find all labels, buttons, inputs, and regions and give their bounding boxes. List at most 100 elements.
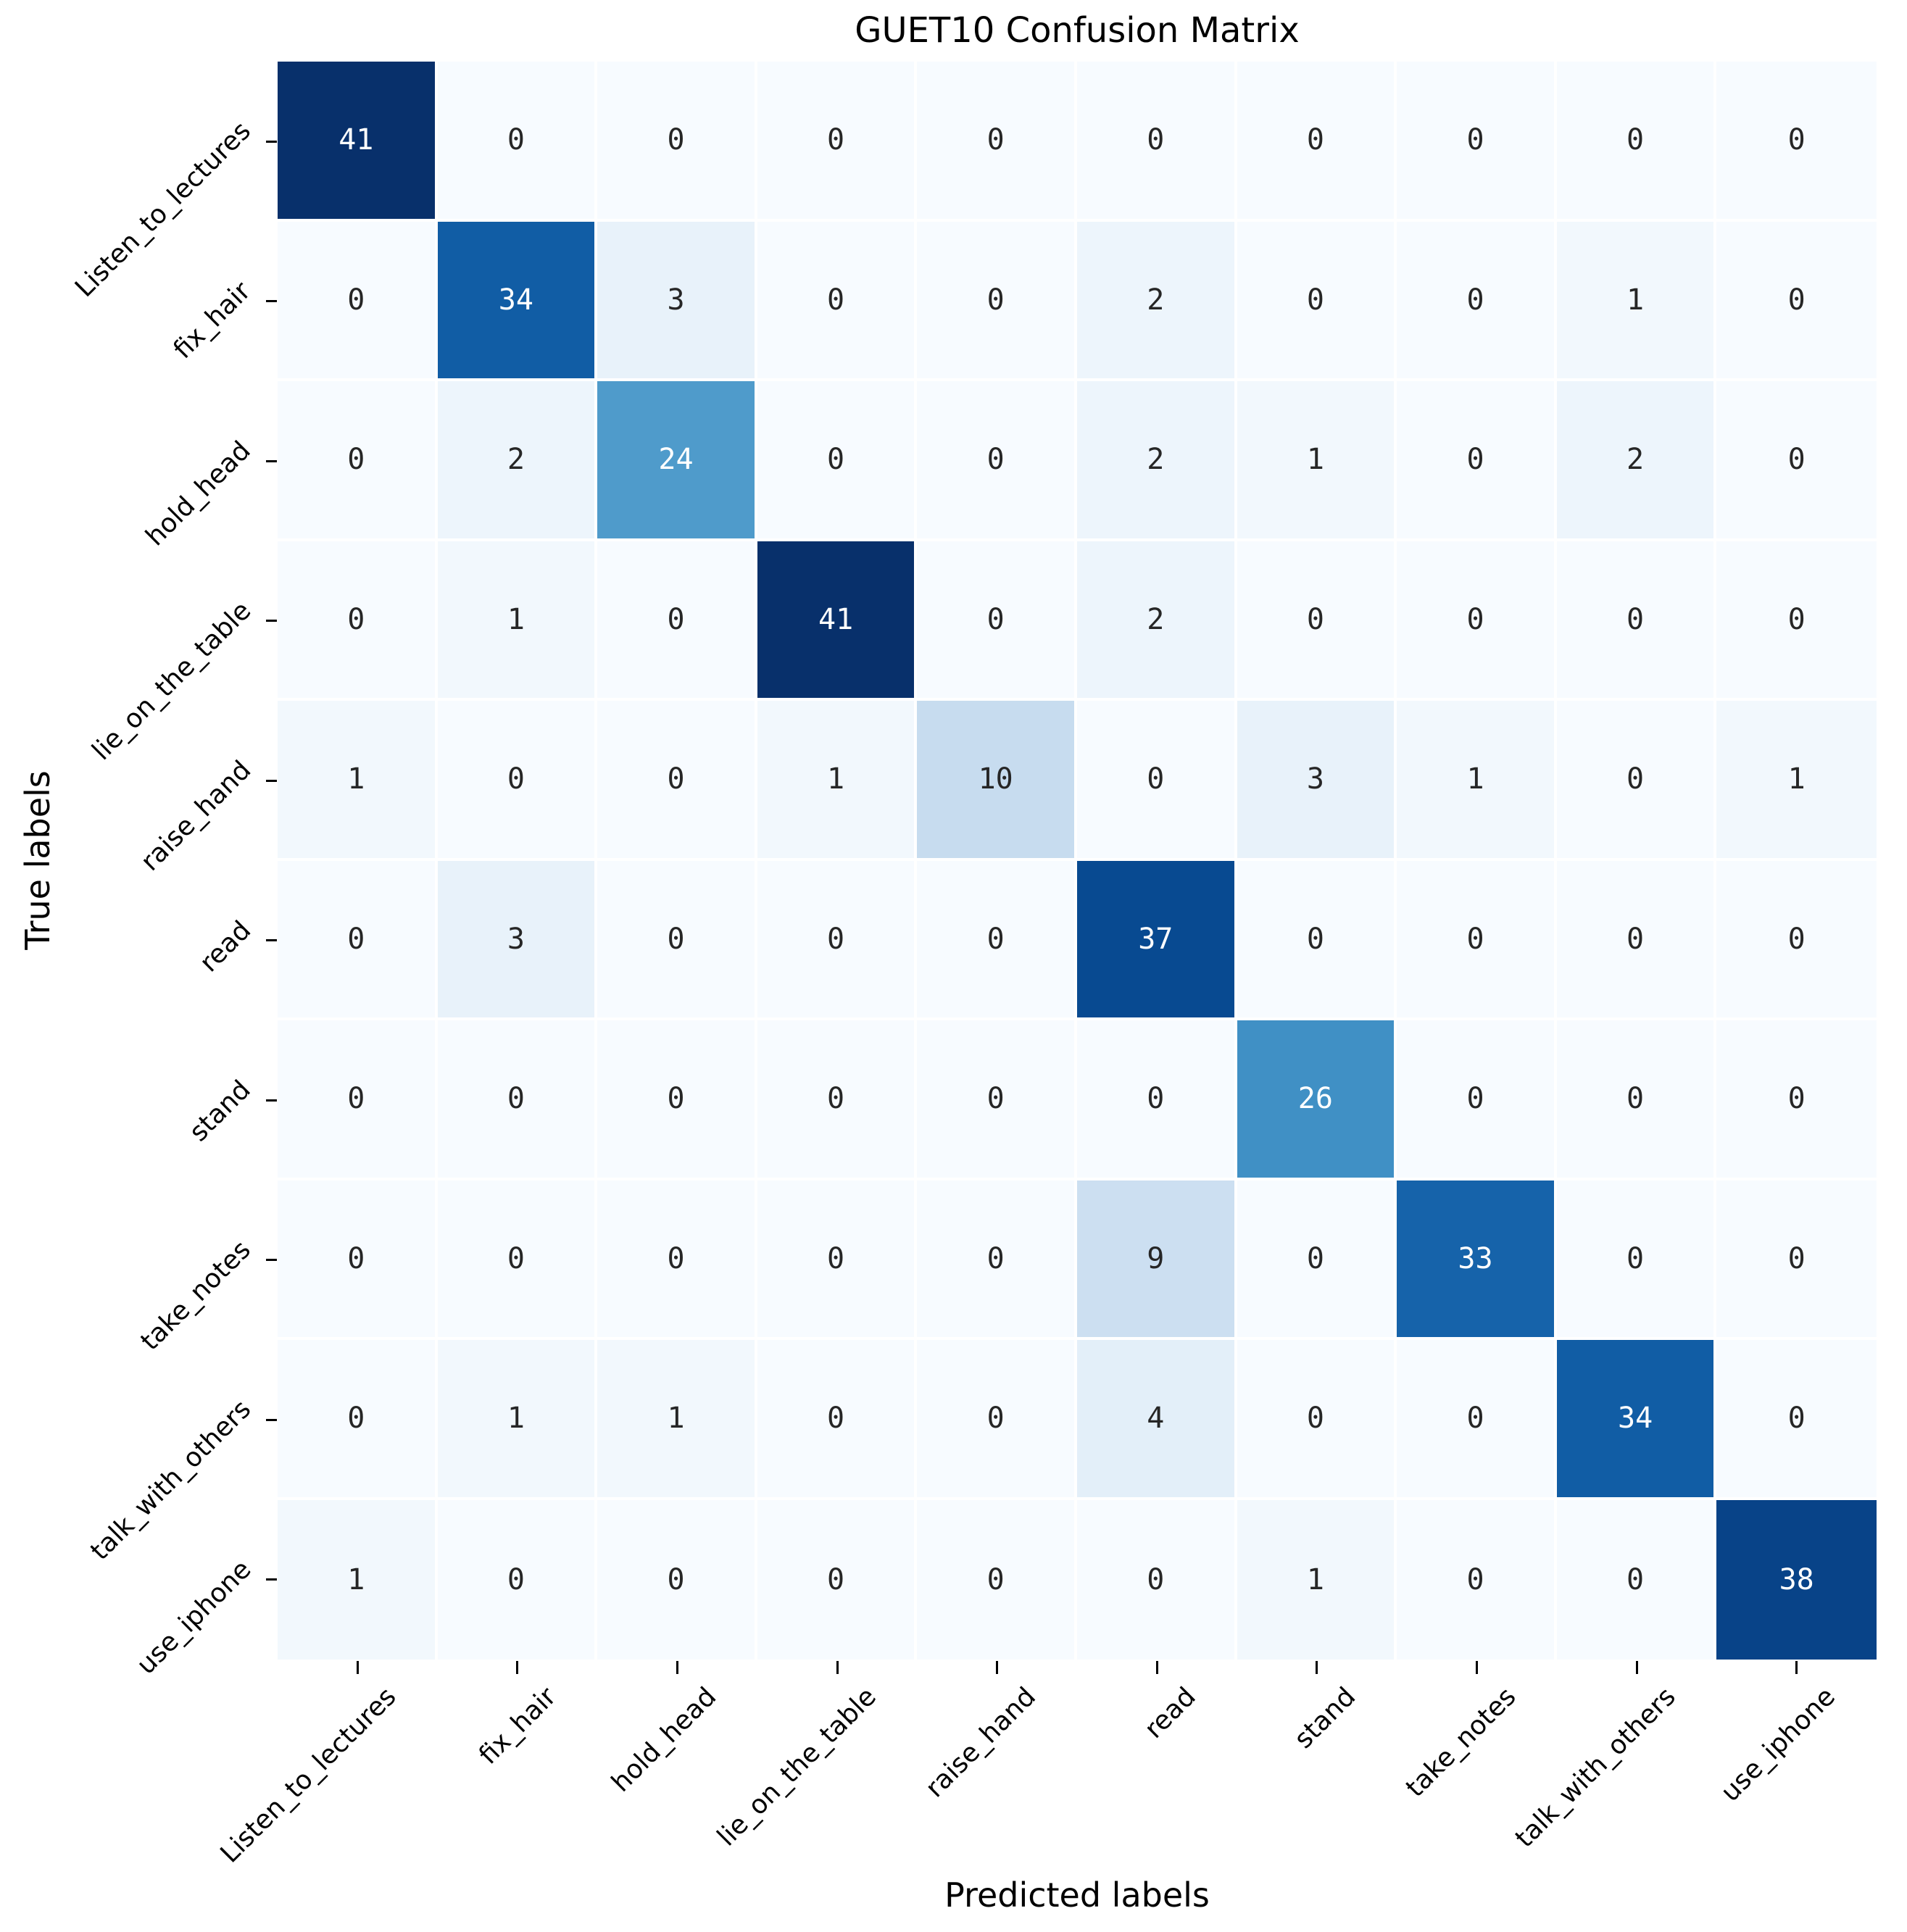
heatmap-cell: 10 <box>917 701 1074 858</box>
heatmap-cell: 0 <box>1397 221 1554 378</box>
heatmap-cell: 0 <box>1397 1340 1554 1497</box>
heatmap-cell: 0 <box>757 860 915 1017</box>
heatmap-cell: 0 <box>917 1340 1074 1497</box>
heatmap-grid: 41 0 0 0 0 0 0 0 0 0 0 34 3 0 0 2 0 0 1 0 0 2 24 0 0 2 1 0 2 0 0 1 0 41 0 2… <box>278 62 1877 1660</box>
x-tick-mark <box>836 1661 839 1674</box>
heatmap-cell: 0 <box>597 1020 755 1178</box>
x-tick-label: fix_hair <box>473 1681 562 1770</box>
heatmap-cell: 2 <box>1556 381 1714 538</box>
heatmap-cell: 0 <box>1556 62 1714 219</box>
heatmap-cell: 0 <box>597 62 755 219</box>
x-tick-mark <box>1476 1661 1478 1674</box>
heatmap-cell: 0 <box>278 381 435 538</box>
cell-value: 37 <box>1138 922 1173 956</box>
cell-value: 1 <box>1306 443 1324 477</box>
cell-value: 0 <box>347 1082 365 1116</box>
cell-value: 10 <box>978 762 1013 796</box>
heatmap-cell: 37 <box>1077 860 1234 1017</box>
cell-value: 38 <box>1779 1562 1814 1596</box>
cell-value: 0 <box>1147 1562 1165 1596</box>
x-tick-mark <box>516 1661 519 1674</box>
x-tick-mark <box>1155 1661 1158 1674</box>
heatmap-cell: 34 <box>1556 1340 1714 1497</box>
heatmap-cell: 26 <box>1237 1020 1395 1178</box>
y-tick-mark <box>266 1418 277 1421</box>
cell-value: 24 <box>658 443 694 477</box>
cell-value: 0 <box>507 1082 525 1116</box>
heatmap-cell: 0 <box>757 1499 915 1660</box>
heatmap-cell: 1 <box>1237 381 1395 538</box>
cell-value: 1 <box>1787 762 1806 796</box>
heatmap-cell: 0 <box>1237 62 1395 219</box>
heatmap-cell: 1 <box>437 541 595 698</box>
cell-value: 0 <box>1147 762 1165 796</box>
cell-value: 0 <box>1626 762 1645 796</box>
heatmap-cell: 0 <box>917 1499 1074 1660</box>
cell-value: 0 <box>986 1082 1005 1116</box>
cell-value: 0 <box>1626 123 1645 157</box>
heatmap-cell: 0 <box>437 1020 595 1178</box>
cell-value: 0 <box>347 1241 365 1275</box>
cell-value: 9 <box>1147 1241 1165 1275</box>
x-tick-mark <box>676 1661 678 1674</box>
heatmap-cell: 4 <box>1077 1340 1234 1497</box>
heatmap-cell: 1 <box>1556 221 1714 378</box>
heatmap-cell: 3 <box>437 860 595 1017</box>
x-tick-label: raise_hand <box>920 1681 1042 1804</box>
heatmap-cell: 0 <box>1556 1020 1714 1178</box>
heatmap-cell: 0 <box>1077 701 1234 858</box>
y-tick-label: lie_on_the_table <box>86 595 257 766</box>
cell-value: 1 <box>347 1562 365 1596</box>
cell-value: 0 <box>1626 602 1645 636</box>
x-tick-mark <box>1316 1661 1318 1674</box>
cell-value: 3 <box>1306 762 1324 796</box>
cell-value: 4 <box>1147 1402 1165 1436</box>
heatmap-cell: 1 <box>437 1340 595 1497</box>
cell-value: 0 <box>827 922 845 956</box>
cell-value: 0 <box>667 1562 685 1596</box>
y-tick-mark <box>266 620 277 623</box>
heatmap-cell: 38 <box>1716 1499 1877 1660</box>
heatmap-cell: 0 <box>597 541 755 698</box>
x-tick-label: take_notes <box>1400 1681 1522 1804</box>
heatmap-cell: 0 <box>1077 1499 1234 1660</box>
heatmap-cell: 0 <box>917 860 1074 1017</box>
cell-value: 0 <box>1306 1402 1324 1436</box>
heatmap-cell: 0 <box>1556 860 1714 1017</box>
heatmap-cell: 0 <box>1077 1020 1234 1178</box>
cell-value: 0 <box>667 123 685 157</box>
cell-value: 0 <box>1787 443 1806 477</box>
cell-value: 0 <box>667 602 685 636</box>
y-tick-label: raise_hand <box>135 755 257 878</box>
cell-value: 1 <box>667 1402 685 1436</box>
heatmap-cell: 0 <box>278 1180 435 1337</box>
heatmap-cell: 2 <box>1077 221 1234 378</box>
heatmap-cell: 0 <box>917 1180 1074 1337</box>
x-tick-label: lie_on_the_table <box>711 1681 882 1852</box>
cell-value: 0 <box>1306 922 1324 956</box>
cell-value: 0 <box>347 1402 365 1436</box>
cell-value: 0 <box>1787 123 1806 157</box>
heatmap-cell: 0 <box>1556 701 1714 858</box>
heatmap-cell: 0 <box>1237 541 1395 698</box>
x-tick-mark <box>996 1661 999 1674</box>
heatmap-cell: 0 <box>437 62 595 219</box>
heatmap-cell: 1 <box>278 701 435 858</box>
y-tick-label: read <box>194 915 257 978</box>
heatmap-cell: 0 <box>1397 381 1554 538</box>
heatmap-cell: 0 <box>917 541 1074 698</box>
heatmap-cell: 1 <box>1716 701 1877 858</box>
cell-value: 3 <box>667 283 685 317</box>
y-tick-mark <box>266 1259 277 1262</box>
cell-value: 0 <box>1626 1562 1645 1596</box>
heatmap-cell: 0 <box>1556 541 1714 698</box>
cell-value: 33 <box>1458 1241 1493 1275</box>
chart-title: GUET10 Confusion Matrix <box>855 10 1300 51</box>
heatmap-cell: 0 <box>1556 1499 1714 1660</box>
heatmap-cell: 0 <box>757 1020 915 1178</box>
cell-value: 26 <box>1297 1082 1333 1116</box>
cell-value: 0 <box>667 1082 685 1116</box>
heatmap-cell: 0 <box>437 701 595 858</box>
heatmap-cell: 41 <box>757 541 915 698</box>
cell-value: 2 <box>507 443 525 477</box>
